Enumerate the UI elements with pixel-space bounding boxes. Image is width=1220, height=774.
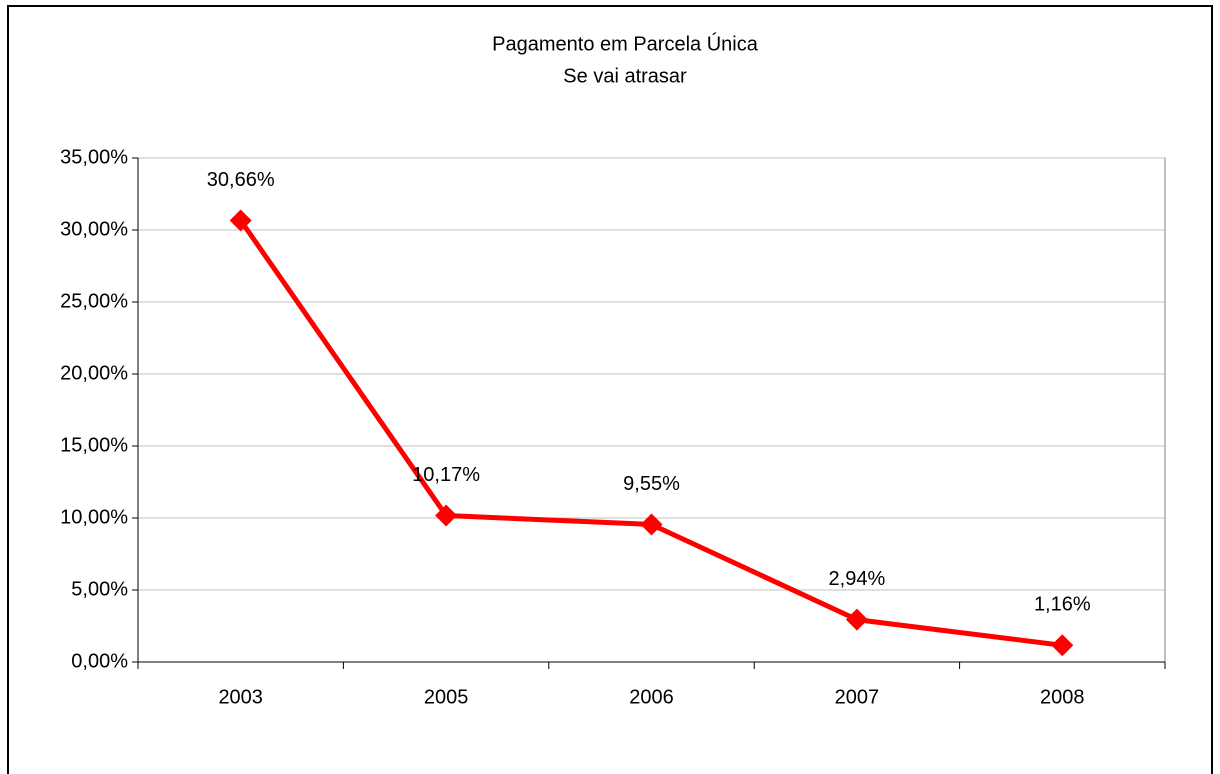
x-tick-label: 2008 (1040, 686, 1085, 708)
x-tick-label: 2006 (629, 686, 674, 708)
chart-title: Pagamento em Parcela Única (492, 32, 759, 55)
y-tick-label: 30,00% (60, 218, 128, 240)
data-label: 2,94% (829, 568, 886, 590)
y-tick-label: 35,00% (60, 146, 128, 168)
x-tick-label: 2005 (424, 686, 469, 708)
data-point (640, 513, 663, 536)
data-label: 10,17% (412, 464, 480, 486)
chart-subtitle: Se vai atrasar (563, 65, 687, 87)
y-tick-label: 0,00% (71, 650, 128, 672)
plot-area (137, 157, 1166, 663)
chart-border (7, 5, 1213, 774)
y-tick-label: 15,00% (60, 434, 128, 456)
data-label: 1,16% (1034, 594, 1091, 616)
y-tick-label: 20,00% (60, 362, 128, 384)
y-tick-label: 5,00% (71, 578, 128, 600)
y-tick-label: 25,00% (60, 290, 128, 312)
data-point (435, 504, 458, 527)
y-tick-label: 10,00% (60, 506, 128, 528)
data-point (229, 209, 252, 232)
series-line (238, 219, 1063, 648)
data-point (845, 608, 868, 631)
x-tick-label: 2007 (835, 686, 880, 708)
x-tick-label: 2003 (218, 686, 263, 708)
data-label: 9,55% (623, 473, 680, 495)
data-point (1051, 634, 1074, 657)
data-label: 30,66% (207, 169, 275, 191)
